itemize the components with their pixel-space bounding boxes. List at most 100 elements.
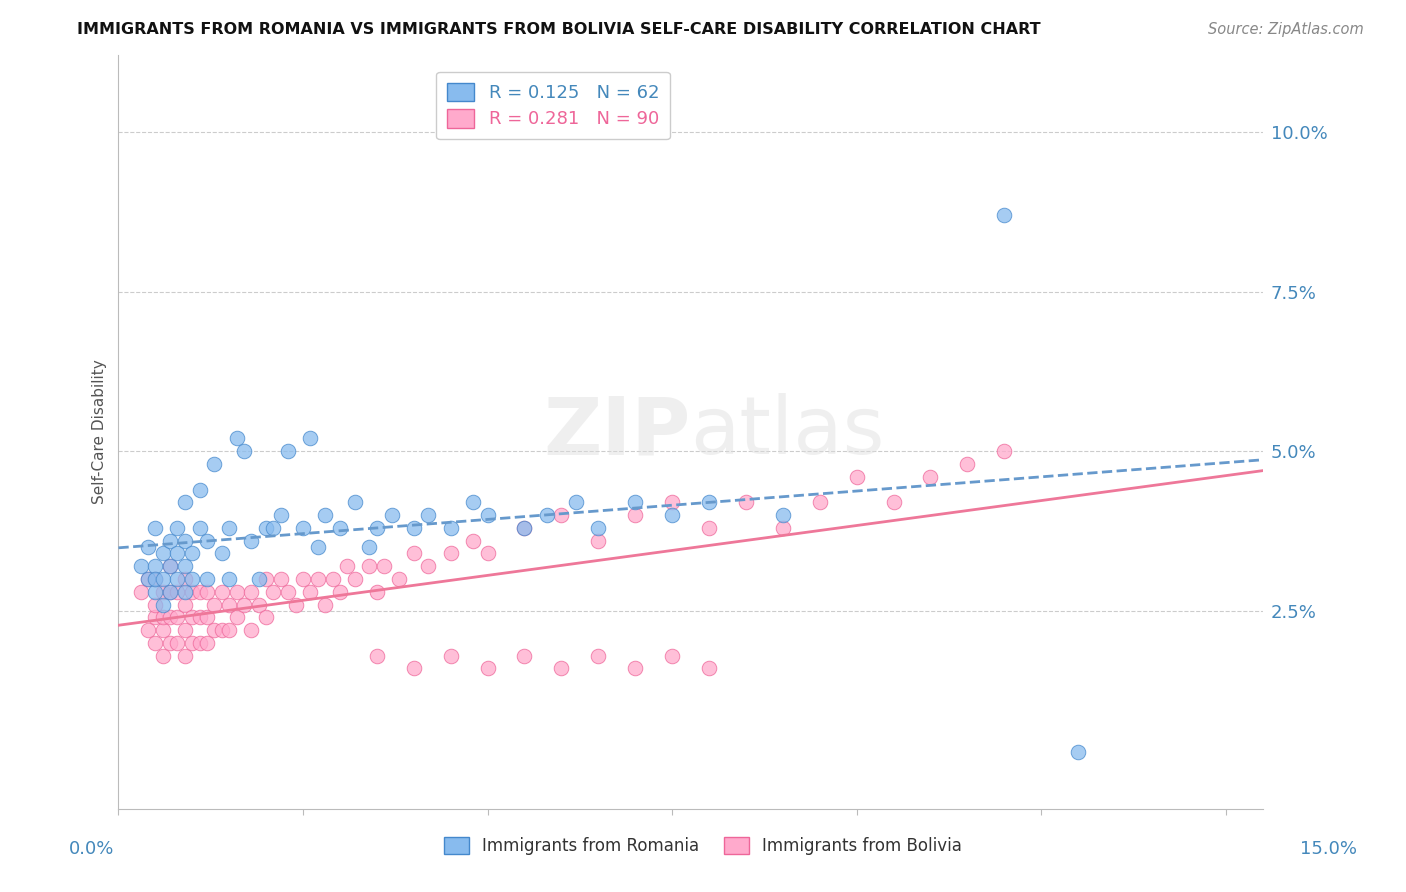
- Point: [218, 572, 240, 586]
- Point: [152, 546, 174, 560]
- Point: [143, 572, 166, 586]
- Point: [314, 508, 336, 522]
- Point: [418, 559, 440, 574]
- Point: [329, 584, 352, 599]
- Point: [136, 623, 159, 637]
- Point: [461, 533, 484, 548]
- Text: 0.0%: 0.0%: [69, 840, 114, 858]
- Point: [336, 559, 359, 574]
- Point: [883, 495, 905, 509]
- Point: [461, 495, 484, 509]
- Point: [159, 636, 181, 650]
- Point: [314, 598, 336, 612]
- Point: [173, 598, 195, 612]
- Point: [440, 521, 463, 535]
- Text: atlas: atlas: [690, 393, 884, 471]
- Point: [299, 584, 322, 599]
- Point: [513, 521, 536, 535]
- Point: [143, 559, 166, 574]
- Point: [159, 559, 181, 574]
- Point: [697, 495, 720, 509]
- Point: [152, 648, 174, 663]
- Point: [173, 572, 195, 586]
- Point: [329, 521, 352, 535]
- Point: [173, 495, 195, 509]
- Point: [166, 572, 188, 586]
- Point: [588, 521, 610, 535]
- Point: [388, 572, 411, 586]
- Point: [477, 508, 499, 522]
- Point: [920, 470, 942, 484]
- Point: [188, 636, 211, 650]
- Point: [440, 546, 463, 560]
- Point: [772, 521, 794, 535]
- Point: [173, 584, 195, 599]
- Text: IMMIGRANTS FROM ROMANIA VS IMMIGRANTS FROM BOLIVIA SELF-CARE DISABILITY CORRELAT: IMMIGRANTS FROM ROMANIA VS IMMIGRANTS FR…: [77, 22, 1040, 37]
- Point: [143, 636, 166, 650]
- Point: [697, 661, 720, 675]
- Point: [143, 610, 166, 624]
- Point: [772, 508, 794, 522]
- Point: [565, 495, 588, 509]
- Point: [254, 521, 277, 535]
- Point: [366, 584, 388, 599]
- Point: [735, 495, 758, 509]
- Point: [270, 572, 292, 586]
- Text: ZIP: ZIP: [543, 393, 690, 471]
- Point: [624, 508, 647, 522]
- Point: [152, 598, 174, 612]
- Point: [188, 483, 211, 497]
- Legend: R = 0.125   N = 62, R = 0.281   N = 90: R = 0.125 N = 62, R = 0.281 N = 90: [436, 71, 671, 139]
- Point: [536, 508, 558, 522]
- Point: [152, 572, 174, 586]
- Point: [136, 540, 159, 554]
- Point: [477, 546, 499, 560]
- Legend: Immigrants from Romania, Immigrants from Bolivia: Immigrants from Romania, Immigrants from…: [437, 830, 969, 862]
- Point: [254, 572, 277, 586]
- Point: [159, 584, 181, 599]
- Text: 15.0%: 15.0%: [1301, 840, 1357, 858]
- Point: [225, 584, 247, 599]
- Point: [143, 572, 166, 586]
- Point: [262, 584, 284, 599]
- Point: [218, 521, 240, 535]
- Point: [143, 521, 166, 535]
- Point: [366, 521, 388, 535]
- Point: [136, 572, 159, 586]
- Point: [188, 521, 211, 535]
- Point: [661, 648, 683, 663]
- Point: [152, 584, 174, 599]
- Point: [321, 572, 343, 586]
- Point: [181, 584, 204, 599]
- Point: [181, 572, 204, 586]
- Point: [697, 521, 720, 535]
- Point: [956, 457, 979, 471]
- Point: [211, 623, 233, 637]
- Point: [218, 623, 240, 637]
- Point: [845, 470, 868, 484]
- Point: [159, 559, 181, 574]
- Point: [307, 572, 329, 586]
- Point: [159, 610, 181, 624]
- Point: [993, 444, 1015, 458]
- Point: [240, 533, 263, 548]
- Point: [343, 572, 366, 586]
- Point: [159, 533, 181, 548]
- Point: [166, 584, 188, 599]
- Point: [343, 495, 366, 509]
- Point: [624, 661, 647, 675]
- Point: [143, 584, 166, 599]
- Point: [262, 521, 284, 535]
- Point: [181, 546, 204, 560]
- Point: [402, 546, 425, 560]
- Point: [477, 661, 499, 675]
- Point: [129, 559, 152, 574]
- Point: [129, 584, 152, 599]
- Point: [166, 521, 188, 535]
- Point: [381, 508, 404, 522]
- Point: [188, 584, 211, 599]
- Point: [188, 610, 211, 624]
- Point: [173, 623, 195, 637]
- Point: [402, 661, 425, 675]
- Point: [232, 444, 254, 458]
